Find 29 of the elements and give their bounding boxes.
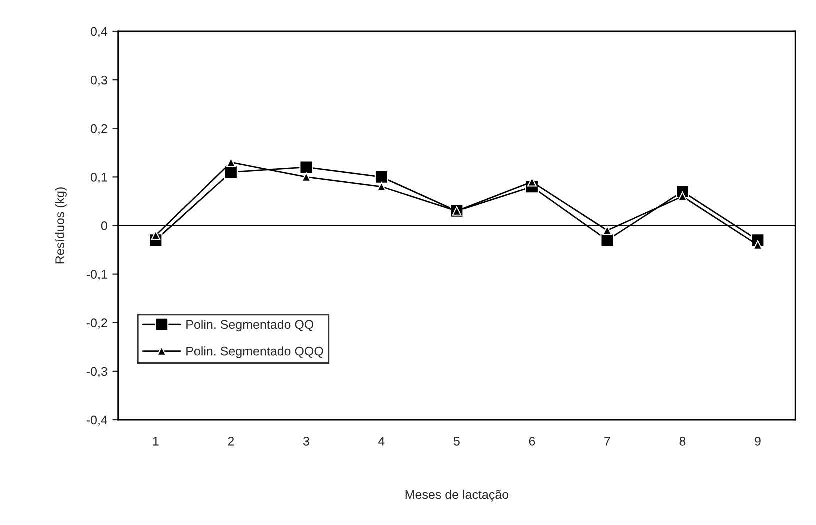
point [302, 172, 312, 182]
x-tick-label: 9 [755, 436, 761, 446]
x-tick-label: 6 [529, 436, 536, 446]
y-tick-label: 0,3 [91, 76, 108, 86]
legend-label: Polin. Segmentado QQQ [186, 346, 324, 358]
y-tick-label: -0,4 [86, 416, 108, 426]
x-tick-label: 8 [680, 436, 686, 446]
x-tick-label: 7 [604, 437, 610, 446]
x-tick-label: 5 [454, 437, 460, 446]
y-tick-label: -0,3 [86, 367, 108, 378]
point [600, 234, 614, 248]
y-tick-label: 0 [101, 222, 108, 230]
point [753, 240, 763, 250]
y-tick-label: 0,4 [91, 27, 108, 38]
point [377, 182, 386, 192]
legend-label: Polin. Segmentado QQ [186, 320, 314, 332]
x-axis-title: Meses de lactação [406, 490, 509, 502]
point [300, 160, 314, 174]
point [602, 226, 612, 236]
y-tick-label: -0,2 [86, 318, 108, 330]
y-tick-label: -0,1 [86, 270, 108, 280]
y-tick-label: 0,2 [91, 124, 108, 135]
point [374, 170, 388, 184]
y-axis-title: Resíduos (kg) [55, 188, 67, 264]
x-tick-label: 1 [153, 437, 159, 446]
y-tick-label: 0,1 [91, 172, 108, 184]
x-tick-label: 3 [303, 436, 310, 446]
x-tick-label: 4 [378, 437, 385, 446]
x-tick-label: 2 [228, 436, 234, 446]
